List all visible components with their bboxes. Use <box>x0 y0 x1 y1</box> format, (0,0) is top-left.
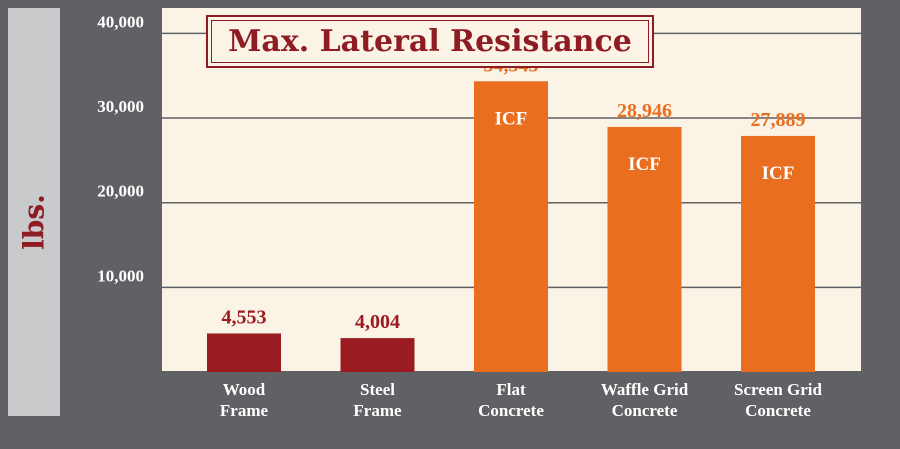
x-tick-label: Waffle Grid <box>601 380 689 399</box>
x-tick-label: Concrete <box>745 401 811 420</box>
x-tick-label: Flat <box>496 380 526 399</box>
x-tick-label: Frame <box>353 401 402 420</box>
bar <box>474 81 548 373</box>
bar-inner-label: ICF <box>628 154 661 175</box>
title-inner-frame: Max. Lateral Resistance <box>211 20 649 63</box>
y-axis-label-panel <box>8 8 60 416</box>
bar <box>607 126 682 372</box>
x-tick-label: Frame <box>220 401 269 420</box>
bar-inner-label: ICF <box>762 163 795 184</box>
x-tick-label: Concrete <box>478 401 544 420</box>
y-tick-label: 20,000 <box>97 182 144 201</box>
x-tick-label: Concrete <box>612 401 678 420</box>
title-frame: Max. Lateral Resistance <box>206 15 654 68</box>
bar <box>340 338 415 372</box>
bar-inner-label: ICF <box>495 108 528 129</box>
bar <box>741 135 815 372</box>
chart-title: Max. Lateral Resistance <box>228 24 632 59</box>
y-tick-label: 10,000 <box>97 266 144 285</box>
x-tick-label: Steel <box>360 380 395 399</box>
bar-value-label: 4,553 <box>222 306 267 328</box>
x-tick-label: Wood <box>223 380 266 399</box>
bar <box>207 333 281 372</box>
y-tick-label: 40,000 <box>97 12 144 31</box>
bar-value-label: 27,889 <box>751 109 806 131</box>
bar-value-label: 28,946 <box>617 100 672 122</box>
y-tick-label: 30,000 <box>97 97 144 116</box>
x-tick-label: Screen Grid <box>734 380 823 399</box>
bar-value-label: 4,004 <box>355 311 400 333</box>
